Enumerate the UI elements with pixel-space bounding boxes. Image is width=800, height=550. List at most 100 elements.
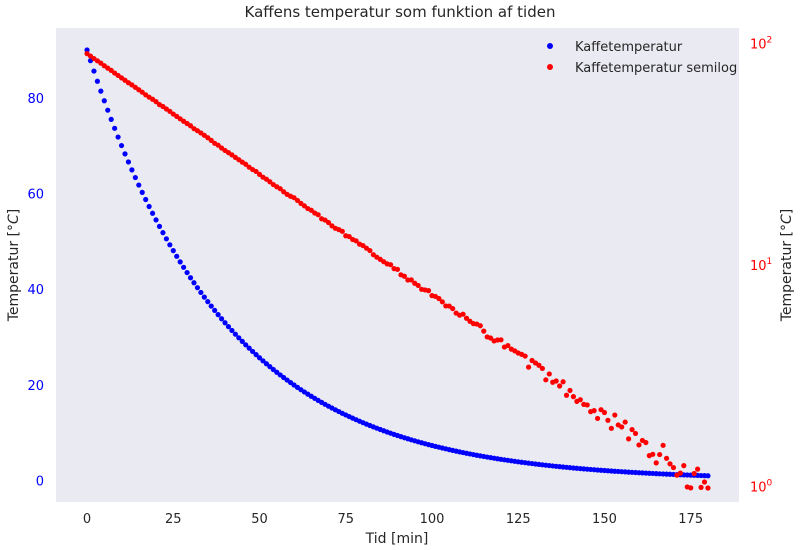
data-point xyxy=(388,262,394,268)
data-point xyxy=(525,364,532,370)
data-point xyxy=(91,68,97,74)
data-point xyxy=(122,151,128,157)
data-point xyxy=(436,295,442,302)
data-point xyxy=(622,419,628,425)
right-y-tick-base: 10 xyxy=(750,259,767,274)
right-y-tick-exponent: 0 xyxy=(767,478,773,488)
data-point xyxy=(260,358,266,364)
data-point xyxy=(160,230,166,236)
x-tick-label: 75 xyxy=(337,512,354,527)
series-kaffetemperatur xyxy=(84,47,711,479)
data-point xyxy=(546,371,552,377)
data-point xyxy=(267,179,273,185)
data-point xyxy=(232,331,238,337)
left-y-tick-label: 80 xyxy=(27,92,44,107)
data-point xyxy=(653,460,659,466)
data-point xyxy=(701,479,708,485)
left-y-tick-label: 40 xyxy=(27,283,44,298)
data-point xyxy=(695,466,701,472)
data-point xyxy=(415,282,421,289)
data-point xyxy=(477,323,483,329)
right-y-axis-label-unit: °C xyxy=(779,214,795,231)
data-point xyxy=(488,335,494,341)
x-axis-label: Tid [min] xyxy=(365,531,429,547)
data-point xyxy=(263,361,270,367)
left-y-axis-ticks: 0 20 40 60 80 xyxy=(27,92,44,490)
data-point xyxy=(681,463,687,469)
data-point xyxy=(215,312,221,318)
data-point xyxy=(187,123,194,129)
data-point xyxy=(156,223,163,229)
right-y-tick-exponent: 2 xyxy=(767,36,773,46)
data-point xyxy=(408,277,414,283)
data-point xyxy=(149,210,156,216)
left-y-tick-label: 60 xyxy=(27,187,44,202)
legend-label-kaffetemperatur: Kaffetemperatur xyxy=(575,40,683,55)
data-point xyxy=(563,392,570,398)
legend: Kaffetemperatur Kaffetemperatur semilog xyxy=(547,40,737,76)
data-point xyxy=(688,485,694,491)
data-point xyxy=(250,348,256,355)
data-point xyxy=(153,217,159,223)
plot-area xyxy=(56,28,739,502)
series-kaffetemperatur-semilog xyxy=(84,51,711,491)
data-point xyxy=(632,430,639,437)
data-point xyxy=(146,203,152,210)
data-point xyxy=(667,461,673,467)
data-point xyxy=(460,311,466,317)
right-y-tick-label: 102 xyxy=(750,36,772,53)
data-point xyxy=(153,99,159,105)
data-point xyxy=(253,352,259,358)
data-point xyxy=(463,315,470,321)
x-tick-label: 125 xyxy=(506,512,531,527)
data-point xyxy=(539,365,545,372)
x-axis-ticks: 0 25 50 75 100 125 150 175 xyxy=(83,512,703,527)
data-point xyxy=(570,394,577,400)
data-point xyxy=(626,436,632,442)
data-point xyxy=(167,242,173,248)
data-point xyxy=(691,470,697,477)
data-point xyxy=(677,470,683,476)
data-point xyxy=(584,402,590,408)
data-point xyxy=(184,269,190,276)
data-point xyxy=(401,273,407,279)
data-point xyxy=(557,383,563,389)
left-y-axis-label-unit: °C xyxy=(6,214,22,231)
data-point xyxy=(619,424,625,430)
data-point xyxy=(108,116,114,122)
data-point xyxy=(94,78,100,84)
data-point xyxy=(132,174,138,181)
data-point xyxy=(208,303,214,309)
data-point xyxy=(612,412,618,418)
data-point xyxy=(256,355,263,361)
data-point xyxy=(567,387,573,394)
chart-title: Kaffens temperatur som funktion af tiden xyxy=(245,3,556,21)
data-point xyxy=(239,338,245,344)
x-tick-label: 150 xyxy=(592,512,617,527)
data-point xyxy=(198,289,204,296)
data-point xyxy=(315,212,321,218)
data-point xyxy=(112,125,118,131)
data-point xyxy=(136,182,142,188)
data-point xyxy=(267,364,273,370)
data-point xyxy=(218,316,225,322)
x-tick-label: 25 xyxy=(165,512,182,527)
data-point xyxy=(481,328,487,334)
data-point xyxy=(670,464,677,471)
data-point xyxy=(560,379,566,385)
data-point xyxy=(187,275,194,281)
data-point xyxy=(498,337,504,343)
data-point xyxy=(194,285,201,291)
left-y-axis-label: Temperatur [°C] xyxy=(6,209,22,323)
data-point xyxy=(522,353,528,359)
data-point xyxy=(601,409,608,416)
data-point xyxy=(650,451,656,457)
series-layer xyxy=(84,47,711,491)
data-point xyxy=(246,345,252,351)
data-point xyxy=(163,236,169,242)
data-point xyxy=(591,408,597,414)
data-point xyxy=(129,167,135,173)
data-point xyxy=(170,248,176,254)
